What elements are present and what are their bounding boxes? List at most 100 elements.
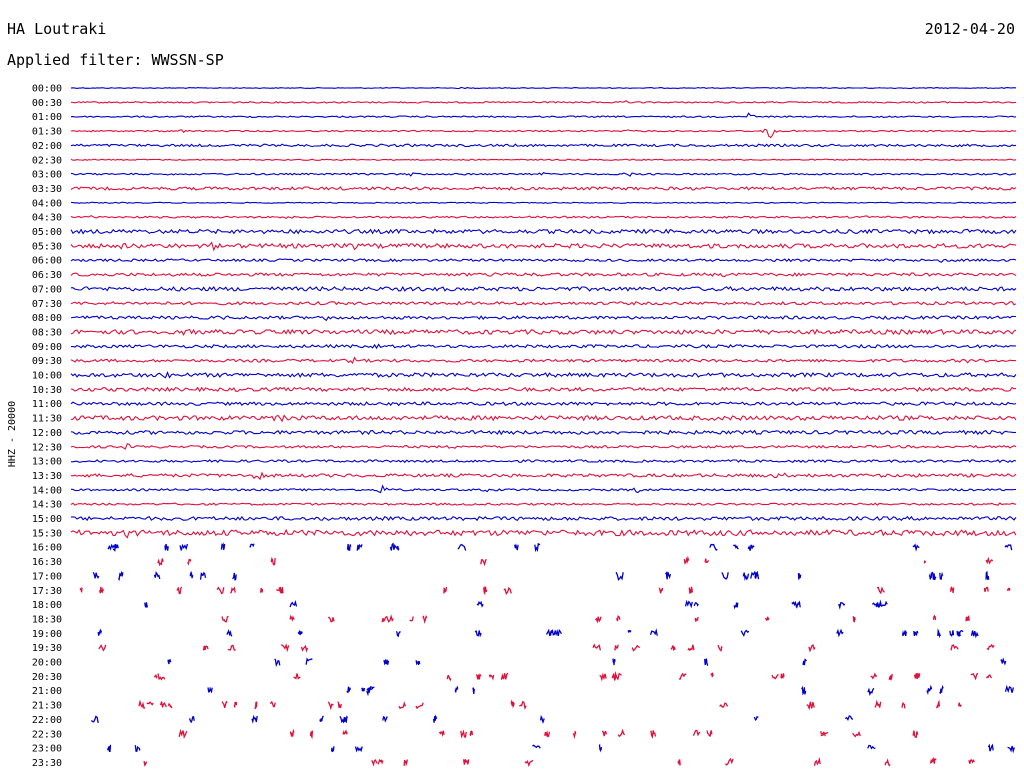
time-label-2330: 23:30 [32, 758, 62, 769]
time-label-1300: 13:00 [32, 457, 62, 468]
time-label-1030: 10:30 [32, 385, 62, 396]
trace-0630 [70, 272, 1017, 278]
time-label-0730: 07:30 [32, 299, 62, 310]
trace-0500 [70, 228, 1017, 235]
time-label-1830: 18:30 [32, 614, 62, 625]
station-title: HA Loutraki [7, 20, 107, 38]
time-label-0630: 06:30 [32, 270, 62, 281]
time-label-0000: 00:00 [32, 84, 62, 95]
trace-1530 [70, 528, 1017, 539]
time-label-0500: 05:00 [32, 227, 62, 238]
time-label-0230: 02:30 [32, 155, 62, 166]
trace-0700 [70, 285, 1017, 292]
trace-0900 [71, 343, 1017, 350]
trace-0000 [70, 86, 1017, 90]
time-label-1730: 17:30 [32, 586, 62, 597]
trace-2000 [167, 657, 1007, 668]
record-date: 2012-04-20 [924, 20, 1015, 38]
time-label-2000: 20:00 [32, 658, 62, 669]
time-label-1700: 17:00 [32, 571, 62, 582]
time-label-2300: 23:00 [32, 744, 62, 755]
time-label-0400: 04:00 [32, 198, 62, 209]
trace-1130 [70, 414, 1017, 423]
trace-0200 [70, 143, 1017, 148]
trace-0830 [70, 328, 1017, 337]
trace-2200 [90, 714, 854, 724]
trace-1630 [157, 555, 994, 567]
trace-2030 [153, 670, 993, 682]
time-label-1130: 11:30 [32, 414, 62, 425]
trace-0600 [70, 258, 1017, 263]
time-label-0200: 02:00 [32, 141, 62, 152]
trace-0400 [70, 201, 1017, 204]
time-label-0130: 01:30 [32, 127, 62, 138]
trace-1800 [144, 599, 888, 610]
trace-1230 [70, 443, 1017, 450]
trace-1900 [97, 628, 979, 639]
time-label-0800: 08:00 [32, 313, 62, 324]
time-label-2130: 21:30 [32, 701, 62, 712]
trace-1730 [79, 585, 1011, 596]
trace-1000 [70, 370, 1017, 379]
time-label-1630: 16:30 [32, 557, 62, 568]
trace-0800 [70, 315, 1016, 322]
trace-1600 [107, 542, 1013, 553]
trace-1030 [70, 386, 1017, 393]
trace-2300 [106, 743, 1015, 754]
trace-0330 [70, 186, 1017, 191]
filter-subtitle: Applied filter: WWSSN-SP [7, 51, 224, 69]
time-label-2200: 22:00 [32, 715, 62, 726]
trace-0130 [70, 128, 1016, 139]
time-label-1000: 10:00 [32, 371, 62, 382]
trace-1930 [98, 643, 995, 653]
time-label-1430: 14:30 [32, 500, 62, 511]
trace-1100 [70, 401, 1017, 407]
trace-1200 [70, 429, 1017, 436]
trace-1300 [71, 459, 1017, 464]
trace-1430 [70, 502, 1017, 506]
time-label-0530: 05:30 [32, 241, 62, 252]
seismic-traces [70, 86, 1017, 768]
time-label-1200: 12:00 [32, 428, 62, 439]
time-label-0300: 03:00 [32, 170, 62, 181]
time-label-1230: 12:30 [32, 442, 62, 453]
trace-2130 [138, 699, 962, 711]
trace-1700 [92, 570, 990, 581]
time-label-0930: 09:30 [32, 356, 62, 367]
trace-0030 [70, 100, 1017, 104]
trace-0300 [70, 171, 1017, 177]
trace-2100 [207, 684, 1015, 697]
time-label-2030: 20:30 [32, 672, 62, 683]
time-label-0100: 01:00 [32, 112, 62, 123]
time-label-1900: 19:00 [32, 629, 62, 640]
trace-1400 [70, 484, 1016, 494]
time-label-0430: 04:30 [32, 213, 62, 224]
time-label-0900: 09:00 [32, 342, 62, 353]
time-label-1930: 19:30 [32, 643, 62, 654]
time-labels: 00:00 00:30 01:00 01:30 02:00 02:30 03:00 03:30… [32, 84, 62, 769]
trace-0930 [70, 356, 1017, 365]
trace-0100 [70, 112, 1017, 119]
time-label-1500: 15:00 [32, 514, 62, 525]
time-label-0600: 06:00 [32, 256, 62, 267]
time-label-0330: 03:30 [32, 184, 62, 195]
time-label-0030: 00:30 [32, 98, 62, 109]
trace-2230 [178, 728, 919, 740]
time-label-1600: 16:00 [32, 543, 62, 554]
trace-0230 [70, 158, 1017, 161]
trace-0430 [70, 214, 1017, 220]
trace-2330 [143, 756, 975, 768]
trace-0530 [70, 241, 1017, 252]
trace-0730 [70, 300, 1017, 306]
time-label-2230: 22:30 [32, 729, 62, 740]
time-label-1330: 13:30 [32, 471, 62, 482]
time-label-0700: 07:00 [32, 284, 62, 295]
time-label-0830: 08:30 [32, 327, 62, 338]
trace-1500 [71, 515, 1017, 522]
time-label-1400: 14:00 [32, 485, 62, 496]
time-label-1530: 15:30 [32, 528, 62, 539]
time-label-1800: 18:00 [32, 600, 62, 611]
time-label-2100: 21:00 [32, 686, 62, 697]
time-label-1100: 11:00 [32, 399, 62, 410]
